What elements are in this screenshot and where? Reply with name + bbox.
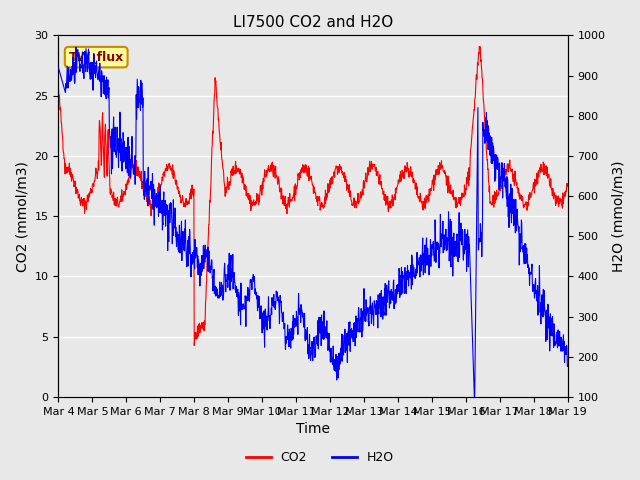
X-axis label: Time: Time [296,422,330,436]
Y-axis label: CO2 (mmol/m3): CO2 (mmol/m3) [15,161,29,272]
Text: TW_flux: TW_flux [68,51,124,64]
Y-axis label: H2O (mmol/m3): H2O (mmol/m3) [611,160,625,272]
Title: LI7500 CO2 and H2O: LI7500 CO2 and H2O [233,15,393,30]
Legend: CO2, H2O: CO2, H2O [241,446,399,469]
